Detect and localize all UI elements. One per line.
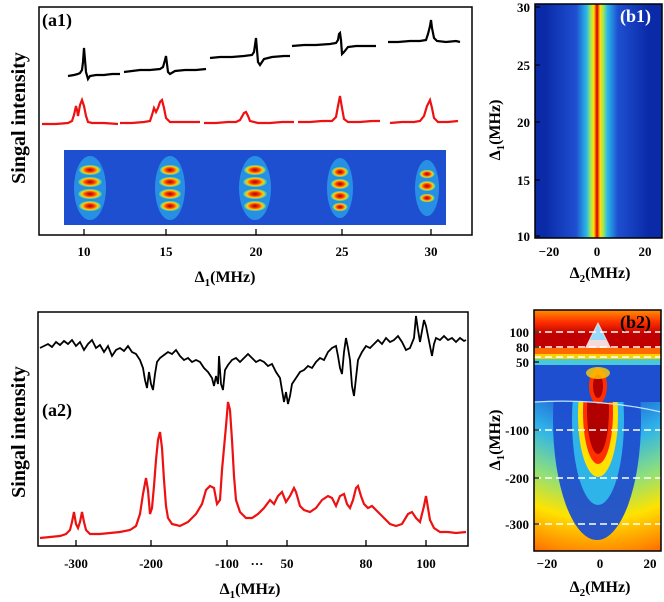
b1-panel-label: (b1)	[620, 6, 651, 27]
b2-ytick-label: 100	[510, 325, 530, 340]
a2-frame	[37, 311, 469, 547]
a2-red-trace	[39, 401, 467, 540]
a2-xtick-label: -300	[64, 556, 88, 571]
a1-xtick-label: 15	[160, 244, 174, 259]
a1-xtick-label: 25	[336, 244, 350, 259]
b1-xlabel: Δ2(MHz)	[570, 265, 631, 285]
b1-xtick-label: 20	[639, 244, 652, 259]
panel-a2: -300 -200 -100 ··· 50 80 100 Δ1(MHz) Sin…	[8, 311, 469, 601]
b1-ytick-label: 20	[517, 115, 530, 130]
b1-ytick-label: 10	[517, 229, 530, 244]
a1-red-trace-15	[120, 97, 200, 125]
b2-panel-label: (b2)	[620, 312, 651, 333]
a1-xtick-label: 30	[425, 244, 438, 259]
a2-xtick-label: 50	[281, 556, 294, 571]
b1-frame	[534, 3, 663, 239]
a1-red-trace-30	[389, 96, 459, 125]
b2-dashed-lines	[534, 331, 661, 525]
a2-xtick-label: -100	[215, 556, 239, 571]
b1-ytick-label: 25	[517, 58, 531, 73]
a1-colormap-blob-20	[239, 156, 271, 220]
a1-black-trace-25	[291, 30, 376, 57]
b2-ytick-label: -300	[505, 517, 529, 532]
a1-red-trace-20	[204, 110, 294, 125]
b2-ytick-marks	[534, 331, 539, 525]
b1-xtick-label: 0	[594, 244, 601, 259]
b2-xtick-label: 0	[597, 556, 604, 571]
b1-xtick-label: −20	[539, 244, 559, 259]
a1-black-trace-10	[67, 47, 120, 82]
a2-black-trace	[39, 315, 467, 405]
panel-a1: 10 15 20 25 30 Δ1(MHz) Singal intensity …	[8, 6, 473, 289]
a1-xlabel: Δ1(MHz)	[195, 269, 256, 289]
b2-xtick-label: 20	[644, 556, 657, 571]
a2-xlabel: Δ1(MHz)	[220, 581, 281, 601]
b1-ylabel: Δ1(MHz)	[487, 100, 507, 161]
a1-ylabel: Singal intensity	[8, 52, 30, 184]
a2-axis-break: ···	[250, 556, 263, 571]
a1-colormap-blob-30	[415, 160, 439, 216]
a1-xtick-marks	[83, 229, 432, 235]
a1-colormap	[64, 150, 446, 225]
b1-ytick-marks	[535, 6, 540, 237]
a1-red-trace-10	[42, 96, 119, 126]
a2-xtick-label: 80	[360, 556, 373, 571]
a1-xtick-label: 20	[250, 244, 263, 259]
b1-heatmap	[535, 4, 662, 238]
a1-panel-label: (a1)	[42, 10, 72, 31]
a1-colormap-blob-10	[74, 156, 106, 220]
b2-xtick-label: −20	[537, 556, 557, 571]
a2-ylabel: Singal intensity	[8, 366, 30, 498]
a1-colormap-blob-15	[155, 156, 185, 220]
b2-ytick-label: 80	[516, 340, 529, 355]
a1-xtick-label: 10	[78, 244, 91, 259]
a1-black-trace-15	[123, 55, 207, 76]
b2-heatmap	[534, 310, 661, 551]
a1-red-trace-25	[298, 95, 380, 124]
b1-ytick-label: 15	[517, 173, 531, 188]
panel-b1: 30 25 20 15 10 −20 0 20 Δ2(MHz) Δ1(MHz) …	[487, 0, 663, 285]
a2-xtick-marks	[75, 540, 427, 546]
a2-xtick-label: 100	[416, 556, 436, 571]
a1-black-trace-30	[388, 19, 461, 44]
b2-ytick-label: -200	[505, 471, 529, 486]
a1-colormap-blob-25	[327, 158, 353, 218]
a1-black-trace-20	[209, 37, 290, 67]
b2-ylabel: Δ1(MHz)	[487, 410, 507, 471]
a2-panel-label: (a2)	[42, 400, 72, 421]
b2-ytick-label: 50	[516, 355, 529, 370]
panel-b2: 100 80 50 -100 -200 -300 −20 0 20 Δ2(MHz…	[487, 309, 662, 599]
a2-xtick-label: -200	[139, 556, 163, 571]
b2-xlabel: Δ2(MHz)	[570, 579, 631, 599]
b1-ytick-label: 30	[517, 0, 530, 15]
b2-ytick-label: -100	[505, 423, 529, 438]
